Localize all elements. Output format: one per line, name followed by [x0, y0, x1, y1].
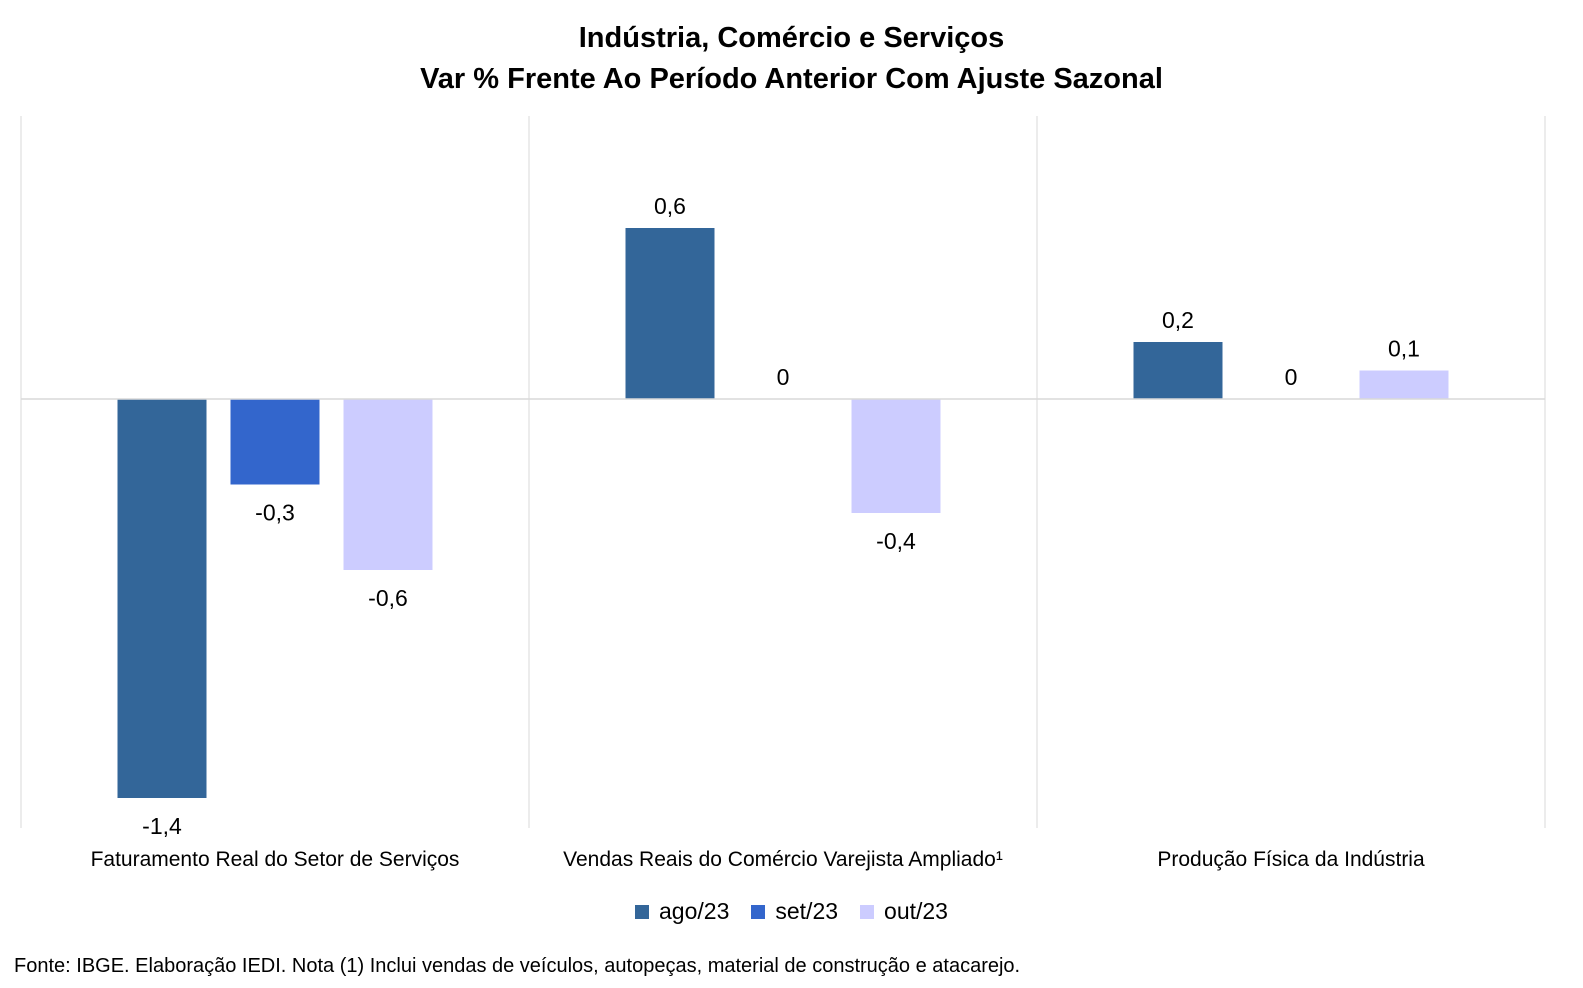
x-tick-label: Produção Física da Indústria [1157, 848, 1425, 871]
legend-swatch [635, 904, 650, 919]
data-label: 0,6 [654, 193, 686, 219]
legend-label: out/23 [884, 898, 948, 924]
data-label: -0,3 [255, 500, 295, 526]
legend-item: set/23 [751, 898, 838, 925]
legend-label: set/23 [775, 898, 839, 924]
legend: ago/23 set/23 out/23 [0, 898, 1583, 925]
x-tick-label: Faturamento Real do Setor de Serviços [91, 848, 460, 871]
data-label: -0,4 [876, 528, 916, 554]
data-label: 0 [777, 364, 790, 390]
bar-out-23-0 [343, 399, 433, 570]
data-label: 0,2 [1162, 307, 1194, 333]
legend-swatch [860, 904, 875, 919]
data-label: -1,4 [142, 813, 182, 839]
legend-swatch [751, 904, 766, 919]
bar-ago-23-0 [117, 399, 207, 798]
legend-item: ago/23 [635, 898, 729, 925]
bar-chart: -1,4 -0,3 -0,6 Faturamento Real do Setor de… [20, 116, 1546, 871]
legend-item: out/23 [860, 898, 948, 925]
legend-label: ago/23 [659, 898, 730, 924]
bar-out-23-2 [1359, 370, 1449, 399]
chart-title-line2: Var % Frente Ao Período Anterior Com Aju… [420, 63, 1163, 95]
data-label: -0,6 [368, 585, 408, 611]
chart-title-line1: Indústria, Comércio e Serviços [578, 22, 1005, 54]
source-note: Fonte: IBGE. Elaboração IEDI. Nota (1) I… [14, 955, 1021, 977]
data-label: 0 [1285, 364, 1298, 390]
bar-out-23-1 [851, 399, 941, 513]
bar-ago-23-2 [1133, 342, 1223, 399]
bar-ago-23-1 [625, 228, 715, 399]
chart-title: Indústria, Comércio e Serviços Var % Fre… [0, 18, 1583, 100]
data-label: 0,1 [1388, 336, 1420, 362]
bar-set-23-0 [230, 399, 320, 485]
x-tick-label: Vendas Reais do Comércio Varejista Ampli… [563, 848, 1003, 871]
